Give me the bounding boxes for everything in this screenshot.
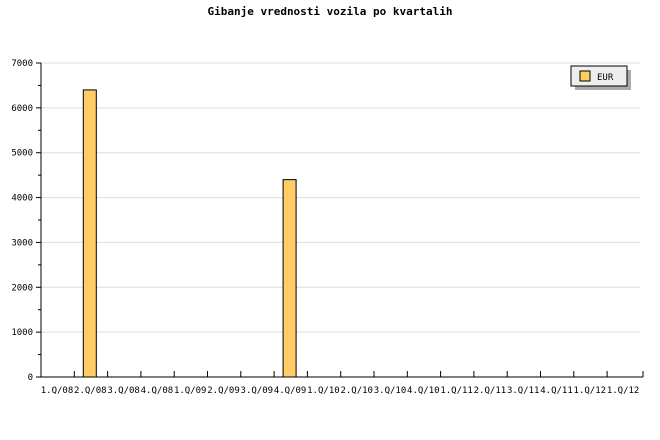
- y-tick-label: 2000: [11, 283, 33, 293]
- x-tick-label: 2.Q/09: [207, 386, 240, 396]
- y-tick-label: 4000: [11, 194, 33, 204]
- y-tick-label: 1000: [11, 328, 33, 338]
- x-tick-label: 1.Q/10: [307, 386, 340, 396]
- legend-label: EUR: [597, 73, 614, 83]
- x-tick-label: 3.Q/09: [241, 386, 274, 396]
- y-tick-label: 0: [28, 373, 33, 383]
- x-tick-label: 2.Q/10: [340, 386, 373, 396]
- y-tick-label: 5000: [11, 149, 33, 159]
- x-tick-label: 2.Q/08: [74, 386, 107, 396]
- x-tick-label: 4.Q/10: [407, 386, 440, 396]
- y-tick-label: 6000: [11, 104, 33, 114]
- y-tick-label: 7000: [11, 59, 33, 69]
- x-tick-label: 1.Q/11: [440, 386, 473, 396]
- x-tick-label: 1.Q/08: [41, 386, 74, 396]
- legend-swatch: [579, 70, 591, 82]
- x-tick-label: 4.Q/08: [141, 386, 174, 396]
- x-tick-label: 1.Q/09: [174, 386, 207, 396]
- x-tick-label: 2.Q/11: [474, 386, 507, 396]
- x-tick-label: 3.Q/08: [107, 386, 140, 396]
- x-tick-label: 1.Q/12: [574, 386, 607, 396]
- x-tick-label: 3.Q/10: [374, 386, 407, 396]
- chart-title: Gibanje vrednosti vozila po kvartalih: [207, 5, 453, 18]
- x-tick-label: 1.Q/12: [607, 386, 640, 396]
- x-tick-label: 4.Q/09: [274, 386, 307, 396]
- bar-4.Q/09: [282, 179, 297, 378]
- x-tick-label: 3.Q/11: [507, 386, 540, 396]
- bar-2.Q/08: [82, 89, 97, 378]
- x-tick-label: 4.Q/11: [540, 386, 573, 396]
- y-tick-label: 3000: [11, 238, 33, 248]
